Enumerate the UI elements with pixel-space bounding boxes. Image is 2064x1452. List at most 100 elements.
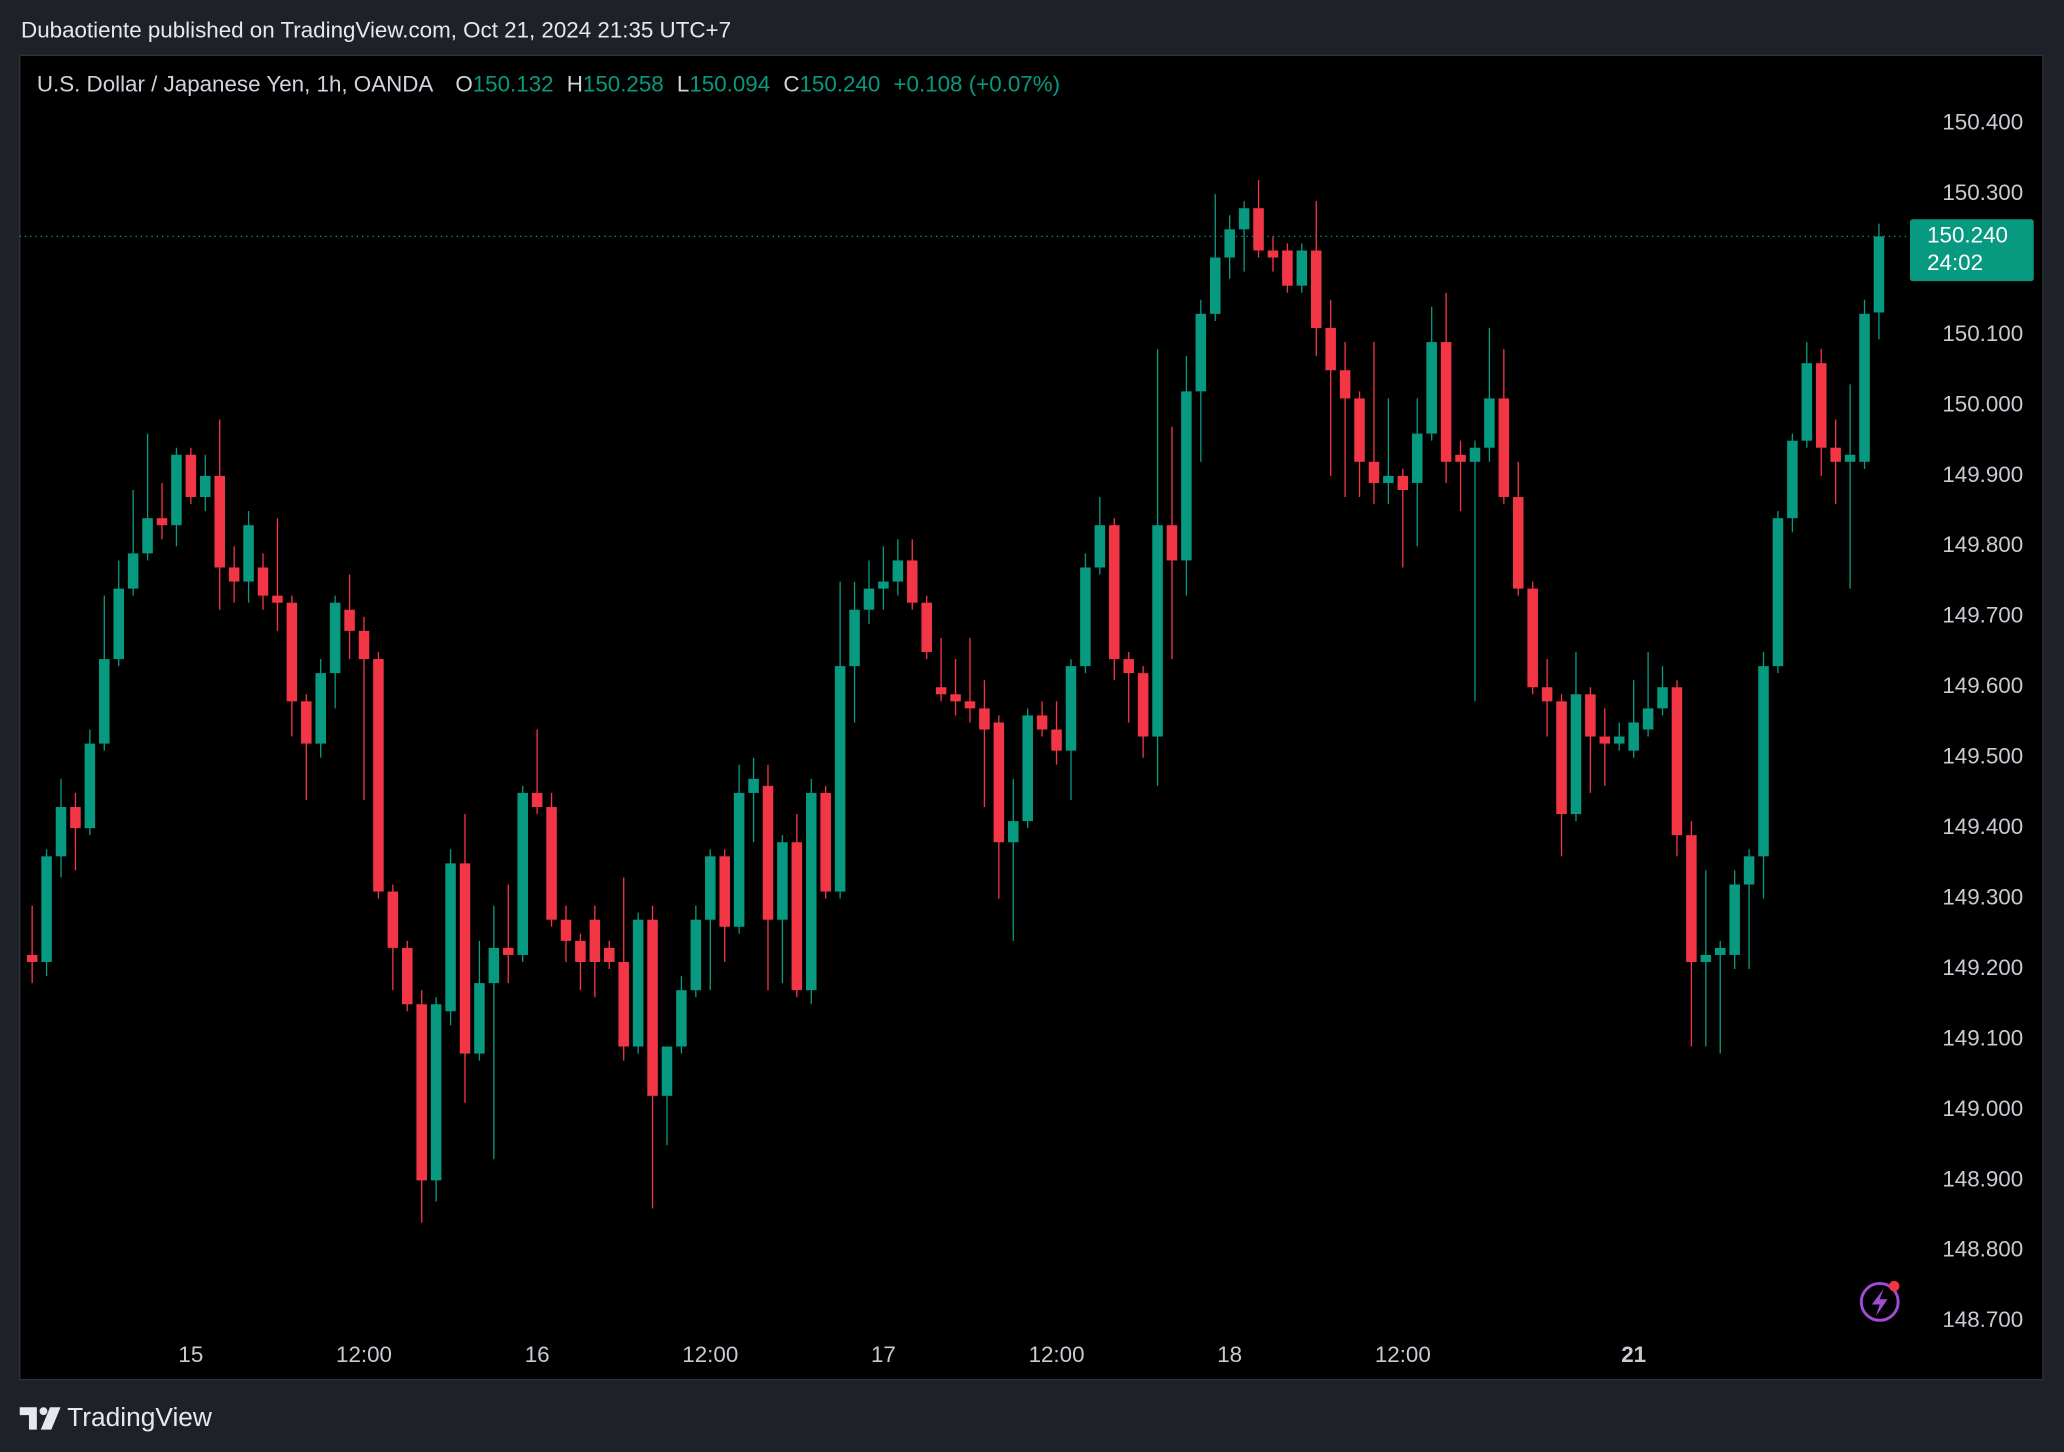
candle-body (1383, 475, 1394, 483)
symbol-title: U.S. Dollar / Japanese Yen, 1h, OANDA (37, 72, 434, 97)
candle-body (950, 694, 961, 702)
legend-label: O (455, 72, 472, 97)
candle-body (719, 856, 730, 927)
candle-body (1844, 454, 1856, 462)
candle-body (1022, 715, 1033, 822)
candle-body (1570, 694, 1582, 815)
brand-name: TradingView (67, 1402, 213, 1432)
candle-body (1238, 208, 1250, 230)
legend-value: 150.240 (799, 72, 880, 97)
candle-body (1628, 722, 1639, 751)
y-tick-label: 149.800 (1942, 532, 2023, 557)
candle-body (200, 475, 211, 498)
candle-body (1051, 729, 1062, 751)
x-tick-label: 12:00 (1375, 1342, 1431, 1367)
candle-body (1440, 342, 1452, 462)
y-tick-label: 150.400 (1942, 110, 2023, 135)
candle-body (661, 1046, 673, 1096)
candle-body (1585, 694, 1596, 737)
candle-body (1455, 454, 1466, 462)
candle-body (935, 687, 947, 695)
candle-body (1729, 884, 1740, 955)
legend-value: 150.094 (689, 72, 770, 97)
time-axis: 15 12:00 16 12:00 17 12:00 18 12:00 21 (178, 1342, 1646, 1367)
candle-body (445, 863, 456, 1012)
brand-logo-dot (39, 1407, 48, 1416)
candle-body (1282, 250, 1293, 286)
candle-body (156, 518, 168, 526)
last-price-label: 150.240 (1927, 222, 2008, 247)
candle-body (503, 947, 514, 955)
candle-body (1325, 327, 1336, 371)
candle-body (604, 947, 615, 962)
candle-body (387, 891, 399, 948)
candle-body (272, 595, 283, 603)
legend-label: L (677, 72, 689, 97)
candle-body (921, 602, 932, 653)
candle-body (1541, 687, 1553, 702)
y-tick-label: 149.700 (1942, 603, 2023, 628)
candle-countdown: 24:02 (1927, 250, 1983, 275)
candle-body (892, 560, 904, 582)
candle-body (1310, 250, 1322, 328)
brand-logo (19, 1407, 61, 1430)
candle-body (762, 785, 774, 920)
candle-body (834, 666, 846, 892)
legend-value: 150.258 (583, 72, 664, 97)
candle-body (1642, 708, 1654, 730)
last-price-tag: 150.240 24:02 (1909, 219, 2034, 282)
candle-body (171, 454, 182, 526)
y-tick-label: 150.300 (1942, 180, 2023, 205)
candle-body (1065, 666, 1077, 751)
candle-body (1556, 701, 1567, 815)
candle-body (214, 475, 225, 568)
candle-body (964, 701, 976, 709)
x-tick-label: 12:00 (336, 1342, 392, 1367)
candle-body (228, 567, 240, 582)
candle-body (1209, 257, 1221, 314)
candle-body (733, 792, 745, 927)
candle-body (1267, 250, 1279, 258)
alert-icon-ring[interactable] (1859, 1282, 1900, 1322)
x-tick-label: 17 (871, 1342, 896, 1367)
candle-body (55, 807, 67, 857)
candle-body (1743, 856, 1755, 885)
x-tick-label: 12:00 (1029, 1342, 1085, 1367)
y-tick-label: 149.600 (1942, 673, 2023, 698)
candle-body (618, 961, 629, 1047)
alert-icon-bolt[interactable] (1871, 1288, 1888, 1317)
candle-body (979, 708, 990, 730)
candle-body (1772, 518, 1784, 667)
candle-body (488, 947, 500, 984)
candle-body (1137, 673, 1149, 737)
candle-body (1527, 588, 1538, 688)
candle-body (286, 602, 298, 702)
candle-body (1426, 342, 1437, 434)
candle-body (1036, 715, 1048, 730)
y-tick-label: 149.200 (1942, 955, 2023, 980)
candle-body (647, 919, 658, 1096)
y-tick-label: 149.100 (1942, 1025, 2023, 1050)
candle-body (1080, 567, 1091, 667)
candle-body (546, 807, 557, 920)
x-tick-label: 16 (525, 1342, 550, 1367)
candle-body (1354, 398, 1365, 462)
alert-icon-dot[interactable] (1888, 1280, 1900, 1292)
legend-change: +0.108 (+0.07%) (893, 72, 1060, 97)
candle-body (1411, 433, 1423, 483)
candle-body (878, 581, 889, 589)
y-tick-label: 149.500 (1942, 744, 2023, 769)
byline: Dubaotiente published on TradingView.com… (21, 18, 731, 43)
candle-body (1166, 525, 1178, 561)
candle-body (849, 609, 860, 667)
candle-body (329, 602, 341, 674)
candle-body (1599, 736, 1611, 744)
candle-body (1484, 398, 1495, 448)
x-tick-label: 21 (1621, 1342, 1646, 1367)
y-tick-label: 149.900 (1942, 462, 2023, 487)
candle-body (1397, 475, 1409, 490)
candle-body (1613, 736, 1625, 744)
candle-body (907, 560, 918, 603)
candle-body (1787, 440, 1798, 519)
alert-icon[interactable] (1859, 1280, 1900, 1322)
